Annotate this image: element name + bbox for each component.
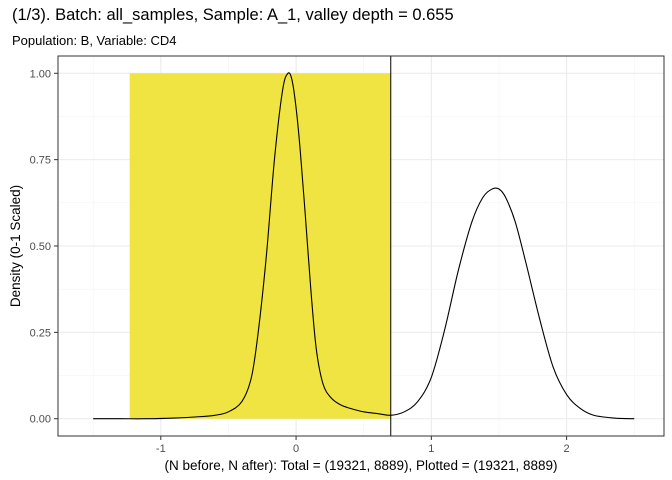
shaded-region-layer (129, 73, 391, 419)
density-curve (93, 72, 635, 420)
y-tick-label: 0.25 (30, 327, 51, 339)
y-axis-label: Density (0-1 Scaled) (8, 185, 23, 307)
x-axis-label: (N before, N after): Total = (19321, 888… (165, 458, 558, 473)
x-tick-label: -1 (156, 443, 166, 455)
density-curve-layer (93, 72, 635, 420)
y-tick-label: 0.00 (30, 414, 51, 426)
shaded-region (129, 73, 391, 419)
chart-subtitle: Population: B, Variable: CD4 (12, 33, 177, 48)
chart-title: (1/3). Batch: all_samples, Sample: A_1, … (12, 6, 454, 24)
x-tick-label: 2 (564, 443, 570, 455)
y-tick-label: 0.50 (30, 241, 51, 253)
x-tick-label: 0 (293, 443, 299, 455)
y-axis: 0.00 0.25 0.50 0.75 1.00 (30, 68, 58, 426)
x-axis: -1 0 1 2 (156, 436, 570, 455)
y-tick-label: 0.75 (30, 155, 51, 167)
x-tick-label: 1 (428, 443, 434, 455)
y-tick-label: 1.00 (30, 68, 51, 80)
